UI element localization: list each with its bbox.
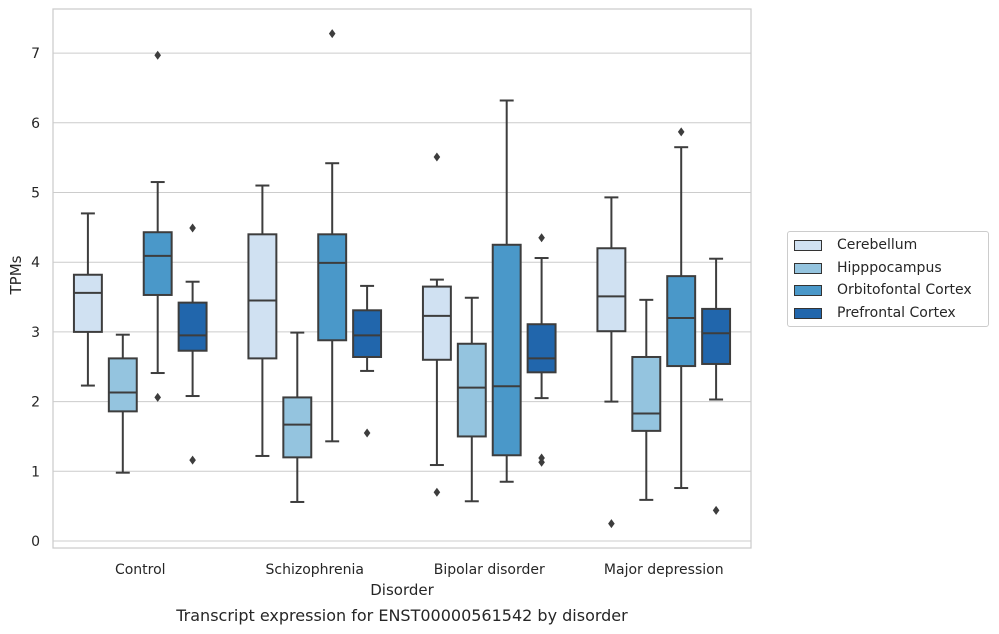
box-prefrontal-cortex-bipolar-disorder (526, 233, 557, 467)
iqr-box (282, 396, 313, 459)
legend-swatch-hippocampus (794, 262, 822, 274)
outlier-point (154, 50, 161, 60)
outlier-point (433, 152, 441, 162)
legend-item-orbitofrontal: Orbitofontal Cortex (794, 280, 972, 300)
box-hipppocampus-control (107, 333, 138, 474)
iqr-box (107, 357, 138, 413)
x-tick-label-control: Control (115, 562, 166, 578)
y-axis-title: TPMs (7, 255, 25, 295)
plot-area-frame (52, 8, 752, 549)
y-tick-label-2: 2 (31, 395, 40, 411)
x-tick-label-schizophrenia: Schizophrenia (266, 562, 364, 578)
y-tick-label-0: 0 (31, 534, 40, 550)
box-plots (72, 29, 732, 529)
box-hipppocampus-schizophrenia (282, 331, 313, 503)
iqr-box (526, 323, 557, 374)
box-cerebellum-bipolar-disorder (421, 152, 452, 497)
iqr-box (421, 285, 452, 361)
box-hipppocampus-bipolar-disorder (456, 296, 487, 503)
outlier-point (608, 519, 615, 529)
iqr-box (456, 342, 487, 438)
box-prefrontal-cortex-major-depression (701, 257, 732, 515)
outlier-point (363, 428, 371, 438)
legend-swatch-orbitofrontal (794, 284, 822, 296)
legend-item-prefrontal: Prefrontal Cortex (794, 303, 956, 323)
y-tick-label-3: 3 (31, 325, 40, 341)
legend-item-hippocampus: Hipppocampus (794, 258, 942, 278)
iqr-box (177, 301, 208, 352)
legend: Cerebellum Hipppocampus Orbitofontal Cor… (787, 231, 989, 327)
box-orbitofontal-cortex-control (142, 50, 173, 402)
box-cerebellum-control (72, 212, 103, 387)
outlier-point (328, 29, 336, 39)
y-tick-label-5: 5 (31, 186, 40, 202)
iqr-box (317, 233, 348, 342)
outlier-point (677, 127, 685, 137)
outlier-point (538, 453, 545, 463)
outlier-point (433, 487, 441, 497)
iqr-box (72, 273, 103, 333)
iqr-box (142, 231, 173, 296)
iqr-box (666, 275, 697, 368)
legend-label-orbitofrontal: Orbitofontal Cortex (837, 282, 972, 298)
outlier-point (154, 392, 161, 402)
x-tick-label-major-depression: Major depression (604, 562, 724, 578)
chart-caption: Transcript expression for ENST0000056154… (176, 606, 628, 625)
box-orbitofontal-cortex-schizophrenia (317, 29, 348, 443)
box-hipppocampus-major-depression (631, 298, 662, 501)
legend-label-hippocampus: Hipppocampus (837, 260, 942, 276)
box-cerebellum-major-depression (596, 196, 627, 529)
iqr-box (491, 243, 522, 457)
y-tick-label-6: 6 (31, 116, 40, 132)
iqr-box (596, 247, 627, 333)
iqr-box (701, 307, 732, 365)
outlier-point (712, 505, 720, 515)
iqr-box (247, 233, 278, 360)
y-axis-ticks: 0 1 2 3 4 5 6 7 (31, 46, 40, 550)
outlier-point (189, 455, 196, 465)
legend-item-cerebellum: Cerebellum (794, 235, 917, 255)
box-orbitofontal-cortex-major-depression (666, 127, 697, 490)
legend-label-cerebellum: Cerebellum (837, 237, 918, 253)
legend-swatch-prefrontal (794, 307, 822, 319)
box-cerebellum-schizophrenia (247, 184, 278, 457)
iqr-box (631, 355, 662, 432)
iqr-box (352, 309, 383, 358)
legend-swatch-cerebellum (794, 239, 822, 251)
outlier-point (189, 223, 196, 233)
box-prefrontal-cortex-control (177, 223, 208, 465)
x-tick-label-bipolar-disorder: Bipolar disorder (434, 562, 545, 578)
legend-label-prefrontal: Prefrontal Cortex (837, 305, 956, 321)
outlier-point (538, 233, 545, 243)
y-tick-label-7: 7 (31, 46, 40, 62)
box-orbitofontal-cortex-bipolar-disorder (491, 99, 522, 483)
y-tick-label-1: 1 (31, 464, 40, 480)
y-tick-label-4: 4 (31, 255, 40, 271)
box-prefrontal-cortex-schizophrenia (352, 284, 383, 438)
x-axis-ticks: Control Schizophrenia Bipolar disorder Majo… (115, 562, 724, 578)
x-axis-title: Disorder (370, 581, 434, 599)
